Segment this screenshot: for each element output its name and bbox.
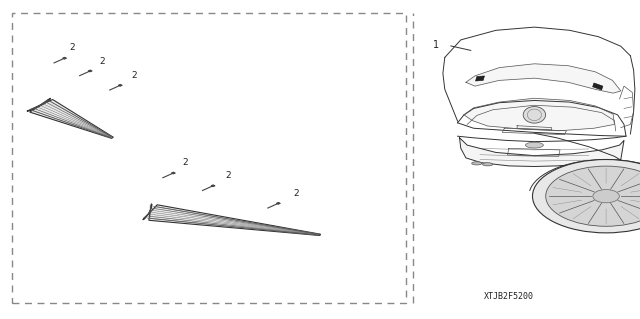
- Text: 2: 2: [69, 43, 75, 52]
- Text: 1: 1: [433, 40, 440, 50]
- Polygon shape: [143, 204, 321, 235]
- Polygon shape: [211, 185, 215, 187]
- Polygon shape: [88, 70, 92, 72]
- Polygon shape: [276, 202, 280, 204]
- Polygon shape: [118, 84, 122, 86]
- Text: 2: 2: [182, 158, 188, 167]
- Polygon shape: [460, 138, 624, 167]
- Text: 2: 2: [293, 189, 299, 198]
- Polygon shape: [27, 98, 113, 138]
- Polygon shape: [63, 57, 67, 59]
- Ellipse shape: [483, 163, 493, 166]
- Text: XTJB2F5200: XTJB2F5200: [484, 292, 534, 301]
- Polygon shape: [172, 172, 175, 174]
- Polygon shape: [464, 98, 614, 131]
- Circle shape: [532, 160, 640, 233]
- Polygon shape: [466, 64, 621, 93]
- Ellipse shape: [525, 142, 543, 148]
- Ellipse shape: [472, 162, 482, 165]
- Text: 2: 2: [99, 57, 105, 66]
- Circle shape: [546, 166, 640, 226]
- Polygon shape: [593, 83, 603, 90]
- Circle shape: [593, 189, 620, 203]
- Polygon shape: [476, 76, 484, 81]
- Text: 2: 2: [225, 171, 231, 180]
- Ellipse shape: [523, 107, 545, 123]
- Text: 2: 2: [131, 71, 137, 80]
- Bar: [12, 13, 406, 303]
